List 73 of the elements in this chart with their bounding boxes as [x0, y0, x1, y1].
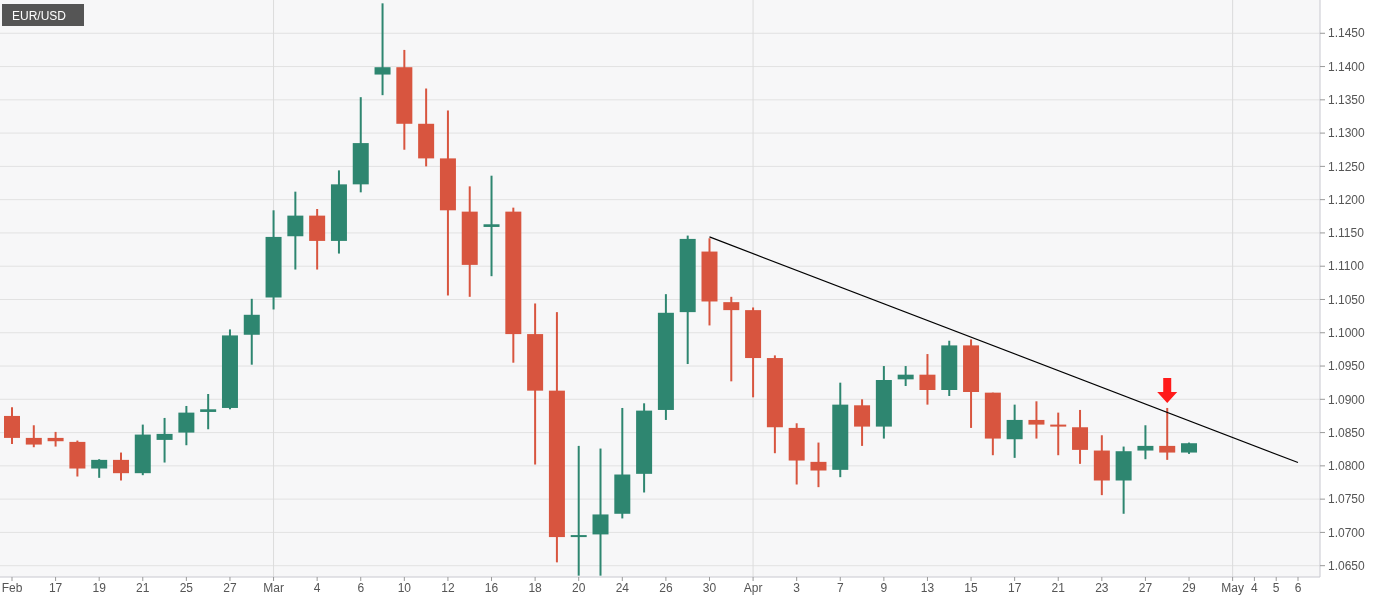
candlestick	[1028, 400, 1045, 440]
candlestick	[919, 353, 936, 406]
x-tick-label: 27	[1138, 581, 1153, 595]
x-tick-label: 25	[179, 581, 194, 595]
x-tick-label: 17	[48, 581, 63, 595]
candlestick	[592, 447, 609, 577]
candlestick	[178, 404, 195, 447]
candlestick	[1159, 406, 1176, 461]
x-tick-label: 26	[659, 581, 673, 595]
y-tick-label: 1.1450	[1328, 26, 1366, 41]
x-tick-label: Feb	[1, 581, 23, 595]
candlestick	[854, 398, 871, 447]
x-tick-label: 17	[1007, 581, 1022, 595]
x-tick-label: 23	[1095, 581, 1109, 595]
x-tick-label: 29	[1182, 581, 1197, 595]
candlestick	[4, 406, 20, 445]
x-tick-label: Mar	[263, 581, 284, 595]
y-tick-label: 1.1400	[1328, 59, 1366, 74]
y-tick-label: 1.1150	[1328, 226, 1365, 241]
x-tick-label: 13	[920, 581, 935, 595]
x-tick-label: May	[1221, 581, 1244, 595]
candlestick	[810, 441, 827, 489]
candlestick	[1072, 408, 1089, 465]
x-tick-label: 12	[441, 581, 455, 595]
y-tick-label: 1.0700	[1328, 525, 1366, 540]
x-tick-label: 6	[1294, 581, 1302, 595]
candlestick	[570, 444, 587, 577]
x-tick-label: 20	[572, 581, 586, 595]
x-tick-label: 5	[1272, 581, 1280, 595]
y-tick-label: 1.1000	[1328, 325, 1366, 340]
x-tick-label: 21	[1051, 581, 1066, 595]
y-tick-label: 1.0650	[1328, 558, 1366, 573]
y-tick-label: 1.1100	[1328, 259, 1365, 274]
y-tick-label: 1.0750	[1328, 492, 1366, 507]
x-tick-label: Apr	[743, 581, 763, 595]
y-tick-label: 1.1300	[1328, 126, 1366, 141]
candlestick	[1137, 424, 1154, 461]
x-tick-label: 18	[528, 581, 543, 595]
candlestick	[112, 451, 129, 482]
candlestick	[723, 295, 740, 383]
x-tick-label: 9	[880, 581, 888, 595]
candlestick	[483, 174, 500, 278]
x-tick-label: 27	[223, 581, 237, 595]
y-tick-label: 1.0800	[1328, 459, 1366, 474]
candlestick	[374, 2, 391, 97]
x-tick-label: 7	[836, 581, 844, 595]
y-tick-label: 1.1250	[1328, 159, 1366, 174]
x-tick-label: 10	[397, 581, 412, 595]
y-tick-label: 1.1350	[1328, 93, 1366, 108]
x-tick-label: 4	[313, 581, 321, 595]
candlestick	[156, 416, 173, 464]
candlestick	[1050, 411, 1067, 457]
x-tick-label: 19	[92, 581, 107, 595]
x-tick-label: 3	[793, 581, 801, 595]
y-tick-label: 1.0850	[1328, 425, 1366, 440]
y-tick-label: 1.1050	[1328, 292, 1366, 307]
x-tick-label: 21	[136, 581, 150, 595]
x-tick-label: 6	[357, 581, 365, 595]
candlestick	[91, 458, 108, 479]
y-tick-label: 1.0950	[1328, 359, 1366, 374]
candlestick	[25, 424, 42, 449]
text: EUR/USD	[12, 8, 67, 23]
x-tick-label: 30	[702, 581, 717, 595]
y-tick-label: 1.1200	[1328, 192, 1366, 207]
candlestick	[243, 297, 260, 366]
x-tick-label: 4	[1251, 581, 1259, 595]
x-tick-label: 15	[964, 581, 979, 595]
candlestick	[200, 392, 217, 431]
x-tick-label: 16	[484, 581, 499, 595]
candlestick	[1006, 403, 1023, 459]
x-tick-label: 24	[615, 581, 630, 595]
candlestick	[287, 190, 304, 271]
y-tick-label: 1.0900	[1328, 392, 1366, 407]
